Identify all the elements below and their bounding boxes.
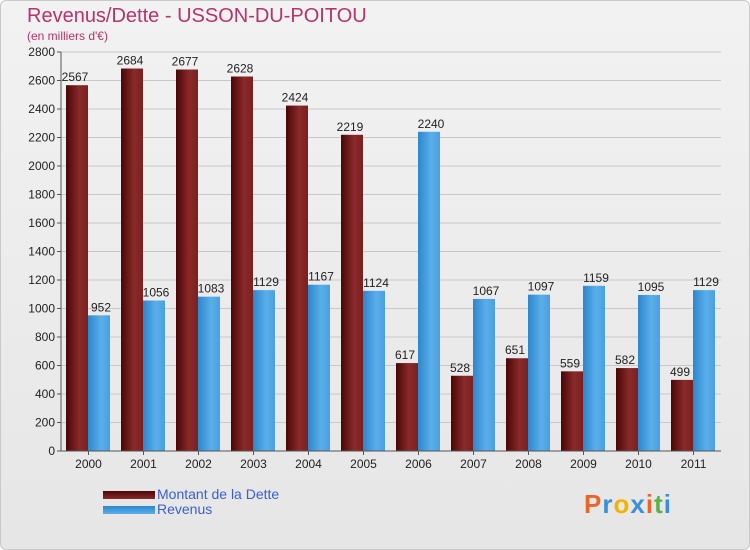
legend-item-dette: Montant de la Dette [103, 487, 279, 502]
legend-swatch-revenus [103, 505, 155, 514]
value-label-dette: 617 [395, 348, 415, 362]
y-tick-label: 800 [35, 330, 55, 344]
bar-revenus [363, 290, 385, 451]
legend-label-revenus: Revenus [157, 501, 213, 517]
x-tick-label: 2008 [515, 457, 542, 471]
y-tick-label: 1400 [28, 245, 55, 259]
bar-dette [66, 85, 88, 451]
value-label-dette: 651 [505, 343, 525, 357]
x-tick-label: 2001 [130, 457, 157, 471]
bar-revenus [253, 290, 275, 451]
bar-dette [396, 363, 418, 451]
bar-dette [176, 69, 198, 451]
value-label-dette: 2219 [337, 120, 364, 134]
value-label-dette: 582 [615, 353, 635, 367]
x-tick-label: 2005 [350, 457, 377, 471]
y-tick-label: 600 [35, 359, 55, 373]
logo-letter: r [602, 489, 614, 519]
legend-label-dette: Montant de la Dette [157, 486, 280, 502]
legend-swatch-dette [103, 490, 155, 499]
logo-letter: i [663, 489, 672, 519]
y-tick-label: 2800 [28, 45, 55, 59]
y-tick-label: 1000 [28, 302, 55, 316]
bar-revenus [583, 285, 605, 451]
bar-dette [616, 368, 638, 451]
bar-dette [341, 134, 363, 452]
chart-title: Revenus/Dette - USSON-DU-POITOU [27, 5, 367, 27]
bar-revenus [528, 294, 550, 451]
chart-subtitle: (en milliers d'€) [27, 29, 108, 43]
value-label-revenus: 1095 [638, 280, 665, 294]
bar-dette [451, 375, 473, 451]
x-tick-label: 2007 [460, 457, 487, 471]
value-label-revenus: 1159 [583, 271, 609, 285]
y-tick-label: 1600 [28, 216, 55, 230]
value-label-dette: 2684 [117, 54, 144, 68]
logo-letter: x [630, 489, 646, 519]
value-label-revenus: 1083 [198, 282, 225, 296]
bar-revenus [198, 296, 220, 451]
bar-dette [121, 68, 143, 451]
value-label-dette: 2677 [172, 55, 199, 69]
bar-revenus [143, 300, 165, 451]
x-tick-label: 2003 [240, 457, 267, 471]
value-label-revenus: 1124 [363, 276, 389, 290]
bar-dette [506, 358, 528, 451]
x-tick-label: 2009 [570, 457, 597, 471]
value-label-revenus: 1056 [143, 286, 170, 300]
value-label-revenus: 2240 [418, 117, 445, 131]
proxiti-logo: Proxiti [584, 489, 672, 520]
axis-layer: 0 200 400 600 800 1000 1200 1400 1600 1800 2000 220… [28, 45, 721, 471]
x-tick-label: 2010 [625, 457, 652, 471]
x-tick-label: 2002 [185, 457, 212, 471]
x-tick-label: 2006 [405, 457, 432, 471]
logo-letter: i [645, 489, 655, 519]
bar-revenus [638, 294, 660, 451]
y-tick-label: 0 [48, 444, 55, 458]
labels-layer: 2567 952 2684 1056 2677 1083 2628 1129 2424 1167 2… [62, 54, 720, 379]
value-label-revenus: 1097 [528, 280, 555, 294]
bars-layer [66, 68, 715, 452]
value-label-dette: 2567 [62, 70, 89, 84]
logo-letter: t [654, 489, 664, 519]
bar-revenus [693, 290, 715, 451]
y-tick-label: 2000 [28, 159, 55, 173]
x-tick-label: 2011 [681, 457, 707, 471]
y-tick-label: 2600 [28, 74, 55, 88]
value-label-dette: 2628 [227, 62, 254, 76]
y-tick-label: 2200 [28, 131, 55, 145]
bar-dette [231, 76, 253, 451]
x-tick-label: 2000 [75, 457, 102, 471]
bar-dette [671, 379, 693, 451]
bar-revenus [88, 315, 110, 451]
value-label-revenus: 1167 [308, 270, 334, 284]
bar-revenus [418, 131, 440, 452]
value-label-dette: 499 [670, 365, 690, 379]
y-tick-label: 2400 [28, 102, 55, 116]
value-label-dette: 559 [560, 356, 580, 370]
grid-layer [61, 51, 721, 452]
logo-letter: o [613, 489, 631, 519]
value-label-dette: 2424 [282, 91, 309, 105]
bar-revenus [473, 298, 495, 451]
y-tick-label: 1800 [28, 188, 55, 202]
value-label-revenus: 1129 [693, 275, 719, 289]
value-label-revenus: 1129 [253, 275, 279, 289]
bar-revenus [308, 284, 330, 451]
bar-dette [561, 371, 583, 451]
bar-dette [286, 105, 308, 451]
y-tick-label: 1200 [28, 273, 55, 287]
legend-item-revenus: Revenus [103, 502, 279, 517]
value-label-revenus: 952 [91, 300, 111, 314]
x-tick-label: 2004 [295, 457, 322, 471]
value-label-revenus: 1067 [473, 284, 500, 298]
legend: Montant de la Dette Revenus [103, 487, 279, 517]
y-tick-label: 200 [35, 416, 55, 430]
logo-letter: P [584, 489, 603, 519]
y-tick-label: 400 [35, 387, 55, 401]
value-label-dette: 528 [450, 361, 470, 375]
